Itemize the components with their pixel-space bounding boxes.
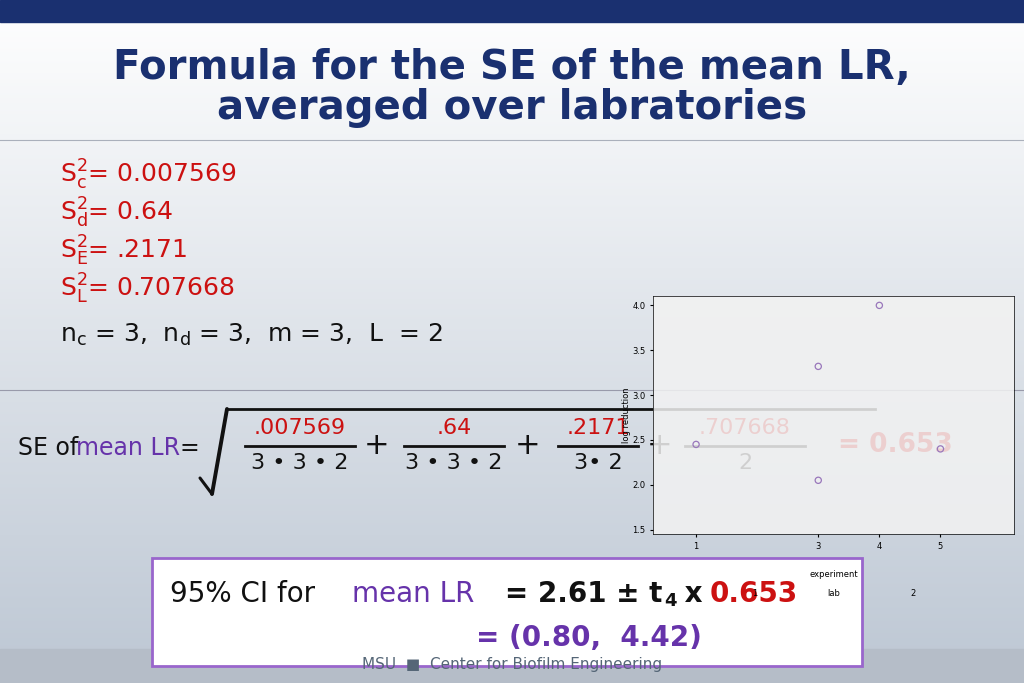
Text: experiment: experiment xyxy=(809,570,858,579)
Point xyxy=(688,439,705,450)
Text: x: x xyxy=(675,580,712,608)
Text: mean LR: mean LR xyxy=(76,436,180,460)
Point xyxy=(871,300,888,311)
Text: 0.653: 0.653 xyxy=(710,580,799,608)
Point xyxy=(810,361,826,372)
Text: $\mathregular{n_c}$ = 3,  $\mathregular{n_d}$ = 3,  m = 3,  L  = 2: $\mathregular{n_c}$ = 3, $\mathregular{n… xyxy=(60,322,442,348)
Text: =: = xyxy=(180,436,200,460)
Text: MSU  ■  Center for Biofilm Engineering: MSU ■ Center for Biofilm Engineering xyxy=(361,658,663,673)
Text: averaged over labratories: averaged over labratories xyxy=(217,88,807,128)
Bar xyxy=(0,0,1024,22)
Text: 2: 2 xyxy=(910,589,915,598)
Text: 2: 2 xyxy=(738,453,752,473)
Text: = 0.653: = 0.653 xyxy=(838,432,952,458)
Text: mean LR: mean LR xyxy=(352,580,474,608)
Text: $\mathregular{S_E^2}$= .2171: $\mathregular{S_E^2}$= .2171 xyxy=(60,234,186,268)
Text: 3• 2: 3• 2 xyxy=(573,453,623,473)
Text: $\mathregular{S_d^2}$= 0.64: $\mathregular{S_d^2}$= 0.64 xyxy=(60,196,173,230)
Bar xyxy=(0,649,1024,683)
Text: 95% CI for: 95% CI for xyxy=(170,580,324,608)
Text: .007569: .007569 xyxy=(254,418,346,438)
Point xyxy=(871,536,888,547)
Text: $\mathregular{S_L^2}$= 0.707668: $\mathregular{S_L^2}$= 0.707668 xyxy=(60,272,234,306)
Text: +: + xyxy=(647,430,673,460)
Text: = 2.61 ± t: = 2.61 ± t xyxy=(476,580,663,608)
Text: SE of: SE of xyxy=(18,436,86,460)
Text: 4: 4 xyxy=(664,592,677,610)
Text: +: + xyxy=(365,430,390,460)
Y-axis label: log reduction: log reduction xyxy=(622,387,631,443)
Point xyxy=(810,475,826,486)
Text: $\mathregular{S_c^2}$= 0.007569: $\mathregular{S_c^2}$= 0.007569 xyxy=(60,158,237,192)
Text: .707668: .707668 xyxy=(699,418,791,438)
Text: 3 • 3 • 2: 3 • 3 • 2 xyxy=(251,453,349,473)
Bar xyxy=(152,558,862,666)
Text: .2171: .2171 xyxy=(566,418,630,438)
Text: 1: 1 xyxy=(752,589,757,598)
Text: = (0.80,  4.42): = (0.80, 4.42) xyxy=(476,624,701,652)
Text: 3 • 3 • 2: 3 • 3 • 2 xyxy=(406,453,503,473)
Point xyxy=(932,443,948,454)
Text: .64: .64 xyxy=(436,418,472,438)
Text: +: + xyxy=(515,430,541,460)
Text: Formula for the SE of the mean LR,: Formula for the SE of the mean LR, xyxy=(113,48,911,88)
Text: lab: lab xyxy=(827,589,840,598)
